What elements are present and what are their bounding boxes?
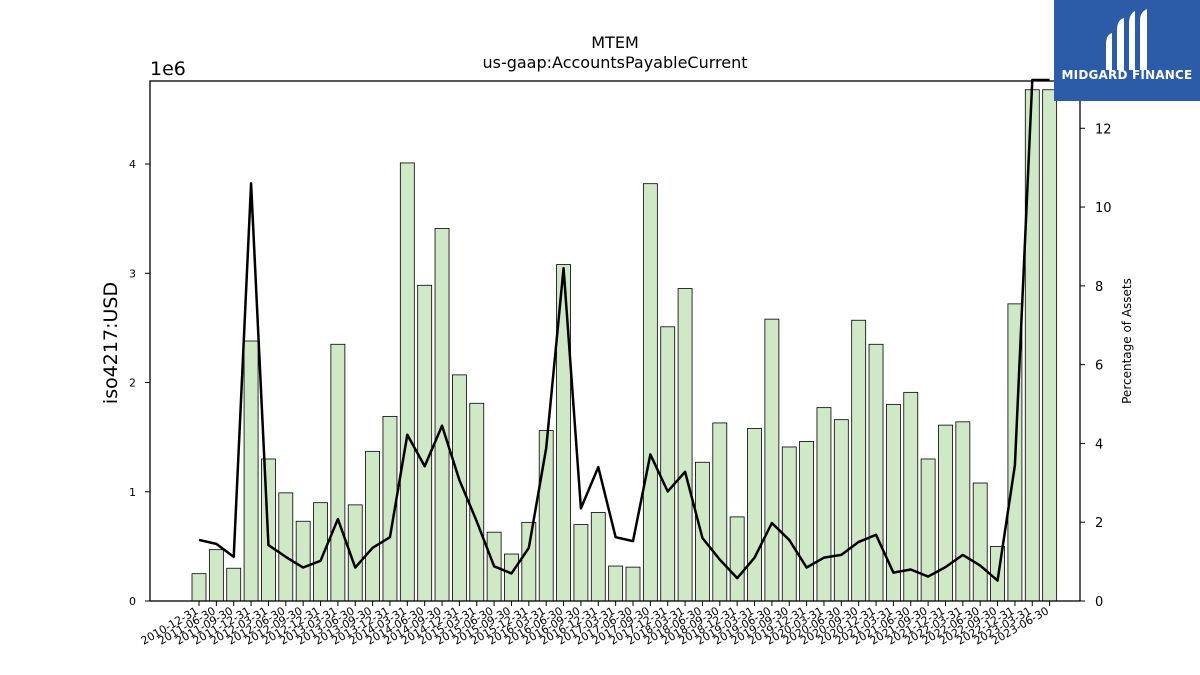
bar	[451, 374, 467, 602]
bar	[642, 183, 658, 602]
bar	[243, 340, 259, 602]
bar	[365, 450, 381, 602]
bar	[417, 284, 433, 602]
percentage-line	[198, 78, 1050, 582]
chart-title: MTEM	[591, 33, 639, 52]
bar	[955, 421, 971, 602]
bar	[833, 419, 849, 602]
y-tick-label: 3	[129, 267, 136, 280]
bar	[608, 565, 624, 602]
y2-tick-label: 10	[1095, 201, 1112, 216]
bar	[920, 458, 936, 602]
bar	[799, 441, 814, 602]
bar	[573, 524, 589, 602]
y2-tick-label: 6	[1095, 359, 1103, 374]
bar	[469, 402, 485, 602]
chart-subtitle: us-gaap:AccountsPayableCurrent	[482, 53, 747, 72]
y2-tick-label: 2	[1095, 516, 1103, 531]
bar	[625, 566, 641, 602]
bar	[1042, 89, 1058, 602]
bar	[521, 521, 537, 602]
bar	[660, 326, 676, 602]
bar	[504, 553, 519, 602]
bar	[191, 573, 207, 602]
y-tick-label: 0	[129, 595, 136, 608]
bar	[938, 424, 953, 602]
bar	[295, 520, 311, 602]
axis-ticks: 012340246810122010-12-312011-06-302011-0…	[129, 122, 1112, 647]
bar	[590, 512, 606, 602]
bar	[747, 427, 762, 602]
y-scale-label: 1e6	[150, 58, 186, 80]
bar	[712, 422, 728, 602]
bar	[816, 407, 832, 602]
y2-tick-label: 12	[1095, 122, 1112, 137]
bar	[208, 549, 224, 602]
y-tick-label: 1	[129, 486, 136, 499]
bar	[781, 446, 797, 602]
bar	[677, 288, 693, 602]
bar	[729, 516, 745, 602]
y-tick-label: 2	[129, 377, 136, 390]
bar	[972, 482, 988, 602]
bar	[399, 162, 415, 602]
midgard-logo-icon	[1106, 9, 1147, 70]
y2-tick-label: 0	[1095, 595, 1103, 610]
y2-axis-label: Percentage of Assets	[1120, 278, 1134, 404]
y2-tick-label: 8	[1095, 280, 1103, 295]
bar	[330, 343, 346, 602]
bar	[868, 343, 884, 602]
bar-series	[191, 89, 1058, 602]
y-tick-label: 4	[129, 158, 136, 171]
bar	[695, 461, 710, 602]
bar	[226, 567, 242, 602]
bar	[434, 228, 450, 602]
bar	[538, 430, 554, 602]
bar	[278, 492, 294, 602]
logo-text: MIDGARD FINANCE	[1061, 68, 1193, 82]
bar	[764, 318, 780, 602]
y2-tick-label: 4	[1095, 437, 1103, 452]
plot-frame	[149, 80, 1081, 602]
y-axis-label: iso4217:USD	[100, 282, 122, 404]
bar	[851, 319, 867, 602]
brand-logo: MIDGARD FINANCE	[1054, 0, 1200, 101]
